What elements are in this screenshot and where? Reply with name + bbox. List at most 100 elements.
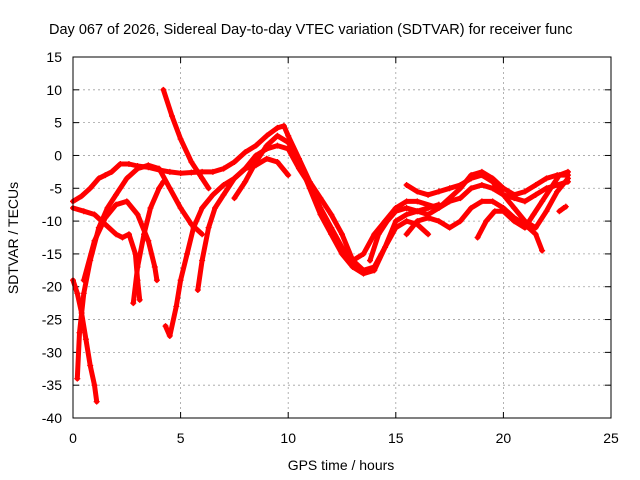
data-point (166, 185, 173, 192)
data-point (166, 168, 173, 175)
data-point (360, 270, 367, 277)
series-arc-15 (556, 203, 569, 215)
x-tick-label: 0 (69, 430, 77, 446)
data-point (205, 224, 212, 231)
data-point (478, 172, 485, 179)
data-point (205, 185, 212, 192)
x-axis-label: GPS time / hours (288, 457, 395, 473)
data-point (474, 234, 481, 241)
data-point (349, 264, 356, 271)
data-point (457, 218, 464, 225)
data-point (521, 224, 528, 231)
data-point (91, 382, 98, 389)
data-point (87, 185, 94, 192)
data-point (141, 231, 148, 238)
x-tick-label: 25 (603, 430, 619, 446)
x-tick-label: 20 (496, 430, 512, 446)
data-point (93, 398, 100, 405)
y-tick-labels: 15 10 5 0 -5 -10 -15 -20 -25 -30 -35 -40 (42, 49, 62, 426)
data-point (457, 181, 464, 188)
data-point (123, 175, 130, 182)
data-point (468, 175, 475, 182)
series-arc-9 (130, 178, 167, 307)
data-point (547, 185, 554, 192)
data-point (539, 198, 546, 205)
data-point (360, 250, 367, 257)
data-point (113, 201, 120, 208)
data-point (252, 159, 259, 166)
data-point (392, 224, 399, 231)
y-tick-label: -15 (42, 246, 62, 262)
data-point (125, 231, 132, 238)
data-point (188, 169, 195, 176)
x-tick-label: 5 (177, 430, 185, 446)
data-point (80, 208, 87, 215)
data-point (539, 247, 546, 254)
series-arc-4 (74, 162, 206, 382)
data-point (80, 290, 87, 297)
data-point (123, 198, 130, 205)
data-point (532, 224, 539, 231)
data-point (130, 300, 137, 307)
data-point (468, 185, 475, 192)
y-tick-label: -5 (50, 180, 63, 196)
data-point (521, 198, 528, 205)
data-point (199, 231, 206, 238)
data-point (74, 375, 81, 382)
data-point (511, 195, 518, 202)
data-point (500, 185, 507, 192)
plot-frame (72, 56, 612, 419)
data-point (212, 204, 219, 211)
data-point (366, 257, 373, 264)
data-point (153, 277, 160, 284)
data-point (457, 195, 464, 202)
y-tick-label: -35 (42, 377, 62, 393)
data-point (280, 122, 287, 129)
data-point (543, 175, 550, 182)
data-point (231, 195, 238, 202)
data-point (425, 204, 432, 211)
data-point (156, 165, 163, 172)
data-point (156, 185, 163, 192)
data-point (556, 208, 563, 215)
data-point (339, 231, 345, 238)
data-point (102, 172, 109, 179)
series-arc-12 (403, 172, 571, 231)
data-point (274, 132, 281, 139)
data-point (231, 175, 238, 182)
data-point (102, 214, 109, 221)
data-point (491, 208, 498, 215)
series-arc-7 (160, 86, 212, 192)
series-trace (130, 179, 166, 306)
data-point (483, 218, 490, 225)
data-point (220, 181, 227, 188)
data-point (220, 165, 227, 172)
data-point (446, 198, 453, 205)
data-point (511, 204, 518, 211)
data-point (435, 188, 442, 195)
y-tick-label: 15 (46, 49, 62, 65)
data-point (403, 181, 410, 188)
data-point (446, 224, 453, 231)
data-point (104, 204, 111, 211)
y-tick-label: -10 (42, 213, 62, 229)
data-point (76, 329, 83, 336)
data-point (392, 208, 399, 215)
data-point (285, 132, 292, 139)
data-point (554, 188, 561, 195)
data-point (532, 191, 539, 198)
data-point (295, 159, 302, 166)
data-point (425, 191, 432, 198)
data-point (435, 218, 442, 225)
data-point (188, 159, 195, 166)
data-point (134, 165, 141, 172)
data-point (414, 188, 421, 195)
data-point (194, 287, 201, 294)
series-trace (404, 172, 571, 231)
data-point (446, 185, 453, 192)
data-point (489, 185, 496, 192)
series-arc-14 (474, 168, 571, 241)
data-point (384, 218, 391, 225)
